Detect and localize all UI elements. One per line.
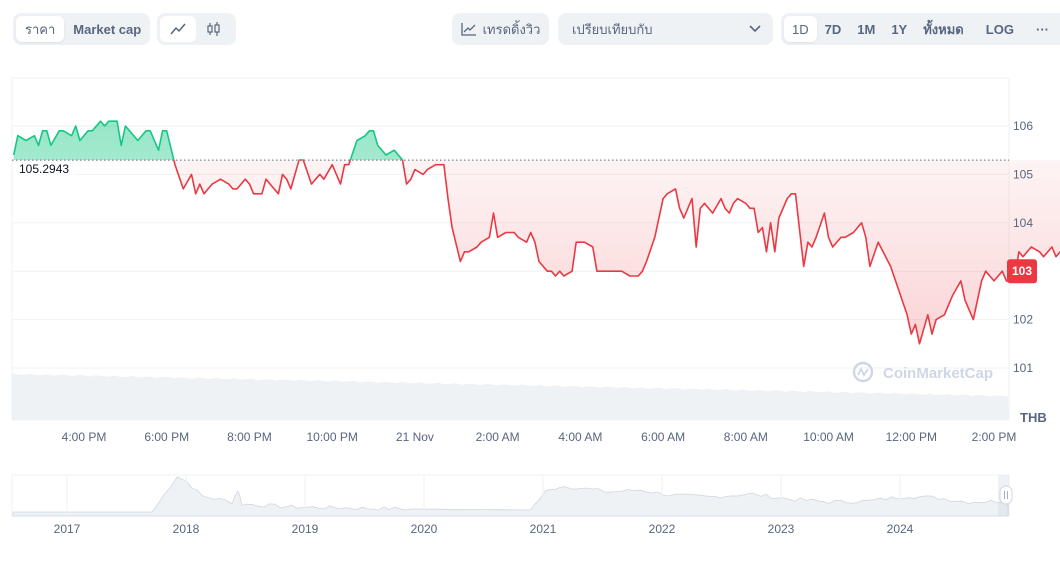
chevron-down-icon [749,25,761,33]
watermark: CoinMarketCap [852,361,993,383]
y-tick-label: 101 [1013,361,1033,375]
more-options-button[interactable]: ··· [1035,21,1049,37]
y-tick-label: 105 [1013,167,1033,181]
above-reference-fill [13,121,403,161]
navigator-year-label: 2023 [768,522,795,536]
range-navigator: 2017 2018 2019 2020 2021 2022 2023 2024 [11,474,1013,536]
navigator-year-labels: 2017 2018 2019 2020 2021 2022 2023 2024 [54,475,914,536]
x-tick-label: 4:00 AM [558,430,602,444]
navigator-year-label: 2018 [173,522,200,536]
candlestick-button[interactable] [196,16,232,42]
log-scale-button[interactable]: LOG [985,21,1014,37]
range-1y[interactable]: 1Y [891,21,908,37]
reference-price-label: 105.2943 [14,161,76,178]
y-tick-label: 102 [1013,313,1033,327]
x-tick-label: 2:00 AM [476,430,520,444]
tab-price[interactable]: ราคา [16,16,65,42]
tradingview-label: เทรดดิ้งวิว [482,21,541,37]
chart-toolbar: ราคา Market cap เทรดดิ้งวิว เปรียบเทียบก… [0,13,1060,45]
line-chart-icon [170,23,186,35]
svg-text:103: 103 [1012,264,1032,278]
navigator-year-label: 2024 [887,522,914,536]
x-tick-label: 8:00 PM [227,430,272,444]
volume-shape [12,373,1009,420]
y-tick-label: 104 [1013,216,1033,230]
chart-style-toggle [157,13,236,45]
navigator-year-label: 2021 [530,522,557,536]
range-1d[interactable]: 1D [784,16,817,42]
tradingview-button[interactable]: เทรดดิ้งวิว [452,13,549,45]
navigator-handle[interactable] [999,485,1013,505]
x-axis: 4:00 PM 6:00 PM 8:00 PM 10:00 PM 21 Nov 2:00 … [62,430,1017,444]
range-7d[interactable]: 7D [824,21,842,37]
line-chart-button[interactable] [160,16,196,42]
x-tick-label: 10:00 PM [306,430,357,444]
y-tick-label: 106 [1013,119,1033,133]
currency-label: THB [1020,410,1047,425]
x-tick-label: 2:00 PM [972,430,1017,444]
x-tick-label: 6:00 AM [641,430,685,444]
watermark-logo-mark [857,366,869,377]
x-tick-label: 6:00 PM [144,430,189,444]
navigator-year-label: 2017 [54,522,81,536]
range-toggle: 1D 7D 1M 1Y ทั้งหมด LOG ··· [781,13,1060,45]
navigator-year-label: 2022 [649,522,676,536]
candlestick-icon [207,22,220,36]
watermark-text: CoinMarketCap [883,365,993,382]
volume-area [12,373,1009,420]
svg-text:105.2943: 105.2943 [19,162,69,176]
current-price-tag: 103 [1007,259,1037,284]
below-reference-fill [13,160,1060,344]
compare-placeholder: เปรียบเทียบกับ [572,21,653,37]
x-tick-label: 10:00 AM [803,430,854,444]
trend-chart-icon [460,23,476,36]
x-tick-label: 21 Nov [396,430,434,444]
range-1m[interactable]: 1M [857,21,876,37]
navigator-year-label: 2020 [411,522,438,536]
coinmarketcap-logo-icon [852,361,874,383]
navigator-history-area [12,476,1009,517]
navigator-year-label: 2019 [292,522,319,536]
compare-dropdown[interactable]: เปรียบเทียบกับ [558,13,773,45]
tab-market-cap[interactable]: Market cap [73,21,142,37]
metric-toggle: ราคา Market cap [13,13,150,45]
x-tick-label: 4:00 PM [62,430,107,444]
x-tick-label: 12:00 PM [886,430,937,444]
range-all[interactable]: ทั้งหมด [923,21,964,37]
price-line-red [173,160,1060,345]
x-tick-label: 8:00 AM [724,430,768,444]
plot-frame [11,77,1010,421]
